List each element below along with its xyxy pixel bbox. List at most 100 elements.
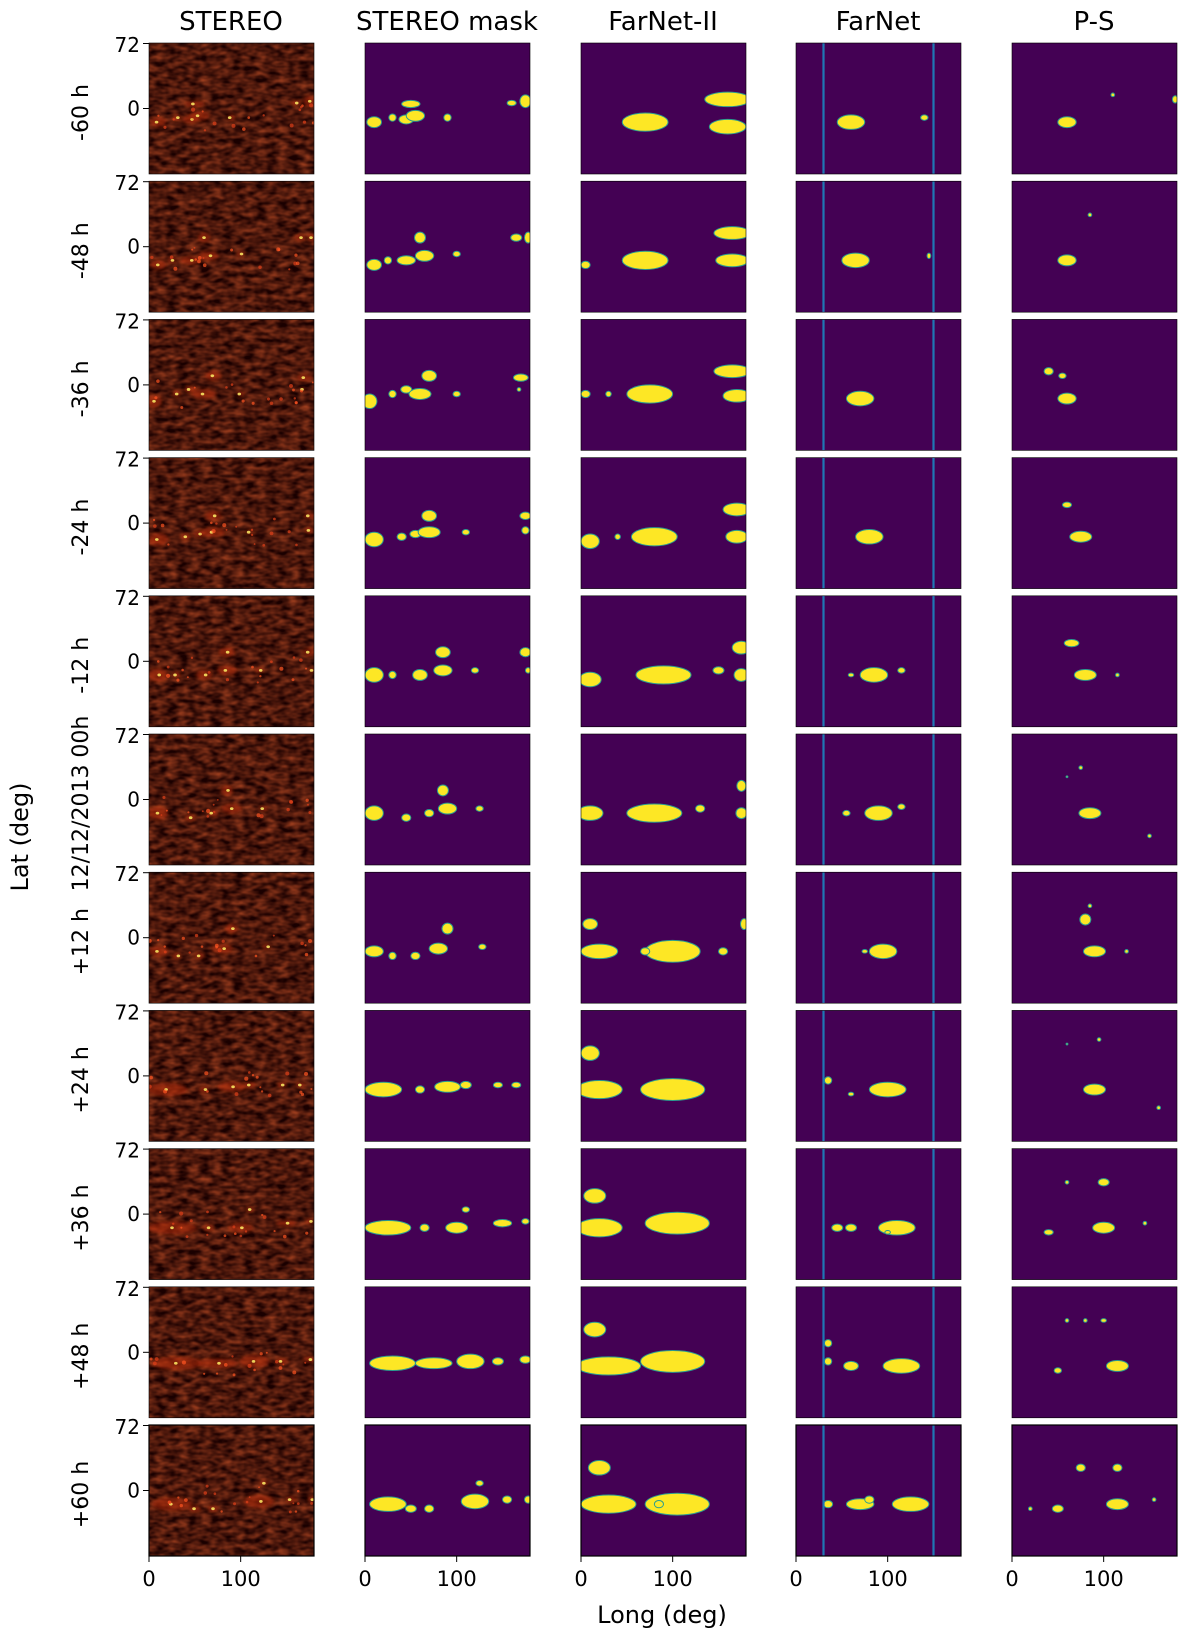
y-tick-label: 0 (127, 926, 140, 950)
panel-p-s-row-3 (1011, 457, 1178, 589)
mask-blob (365, 1219, 412, 1236)
mask-background (1012, 1425, 1177, 1556)
mask-blob (861, 949, 868, 954)
stereo-bright-point (208, 254, 213, 258)
x-tick-label: 100 (653, 1567, 693, 1591)
stereo-glint (247, 1363, 252, 1368)
stereo-glint (265, 1351, 268, 1354)
stereo-glint (214, 943, 219, 948)
stereo-glint (305, 1231, 309, 1235)
stereo-glint (285, 1071, 290, 1076)
y-axis-label: Lat (deg) (6, 782, 34, 891)
x-tick-label: 100 (437, 1567, 477, 1591)
stereo-glint (167, 1500, 172, 1505)
mask-blob (823, 1500, 834, 1509)
stereo-glint (292, 1370, 297, 1375)
mask-blob (847, 672, 855, 678)
stereo-glint (234, 1092, 239, 1096)
stereo-glint (232, 1373, 236, 1377)
stereo-glint (294, 401, 298, 405)
stereo-active-region (208, 809, 219, 817)
stereo-glint (304, 1071, 309, 1076)
stereo-glint (310, 1088, 313, 1091)
stereo-glint (299, 658, 303, 662)
stereo-glint (233, 1502, 237, 1506)
stereo-glint (279, 666, 284, 671)
mask-blob (1156, 1105, 1161, 1111)
panel-farnet-row-1 (795, 180, 962, 313)
panel-frame (364, 1148, 531, 1280)
mask-blob (847, 1091, 855, 1097)
x-tick-label: 0 (142, 1567, 155, 1591)
panel-frame (364, 42, 531, 175)
mask-background (581, 734, 746, 865)
stereo-glint (180, 1226, 183, 1229)
mask-blob (1079, 913, 1092, 926)
stereo-glint (279, 397, 283, 401)
stereo-bright-point (192, 1507, 196, 1511)
stereo-glint (248, 1496, 251, 1499)
stereo-bright-point (259, 1500, 263, 1503)
mask-blob (920, 114, 929, 121)
mask-blob (456, 1353, 485, 1370)
stereo-glint (206, 808, 211, 813)
mask-blob (644, 1211, 710, 1235)
mask-blob (521, 526, 530, 535)
mask-blob (519, 94, 530, 109)
stereo-bright-point (223, 668, 228, 672)
mask-background (796, 1286, 961, 1418)
mask-blob (401, 99, 421, 109)
panel-p-s-row-9 (1011, 1286, 1178, 1419)
panel-frame (364, 319, 531, 451)
mask-background (581, 595, 746, 727)
stereo-glint (154, 1357, 159, 1361)
x-tick-label: 100 (1084, 1567, 1124, 1591)
mask-background (365, 43, 530, 174)
stereo-bright-point (206, 1226, 211, 1230)
mask-blob (383, 256, 393, 265)
column-titles: STEREO STEREO mask FarNet-II FarNet P-S (179, 7, 1114, 37)
stereo-glint (295, 543, 298, 547)
mask-blob (414, 1085, 426, 1094)
stereo-glint (306, 803, 309, 806)
stereo-glint (157, 939, 160, 942)
panel-frame (364, 1286, 531, 1419)
mask-blob (1083, 945, 1106, 958)
mask-blob (445, 1221, 469, 1234)
mask-blob (736, 779, 746, 792)
stereo-bright-point (231, 927, 235, 931)
stereo-glint (251, 665, 254, 669)
mask-blob (441, 922, 454, 935)
mask-blob (581, 1356, 642, 1376)
panel-frame (795, 1424, 962, 1557)
mask-blob (436, 784, 449, 797)
panel-farnet-ii-row-8 (580, 1148, 747, 1280)
mask-background (365, 595, 530, 727)
y-tick-label: 0 (127, 97, 140, 121)
mask-blob (404, 1504, 417, 1513)
mask-background (796, 734, 961, 865)
stereo-active-region (189, 110, 210, 121)
mask-blob (644, 939, 701, 963)
stereo-bright-point (231, 1085, 235, 1089)
panel-frame (580, 319, 747, 451)
stereo-bright-point (183, 535, 188, 539)
stereo-glint (296, 1489, 300, 1493)
mask-blob (396, 532, 407, 541)
stereo-glint (166, 665, 170, 669)
stereo-bright-point (305, 650, 310, 654)
stereo-bright-point (237, 392, 242, 396)
mask-blob (583, 1188, 607, 1204)
stereo-glint (189, 1219, 193, 1223)
mask-blob (365, 805, 384, 821)
mask-blob (1087, 212, 1093, 218)
stereo-glint (292, 388, 295, 392)
mask-blob (581, 1218, 623, 1238)
panel-stereo-row-8 (148, 1148, 315, 1280)
stereo-glint (248, 1071, 251, 1074)
panel-frame (580, 1424, 747, 1557)
mask-blob (414, 231, 426, 244)
stereo-glint (207, 670, 211, 674)
stereo-glint (310, 1501, 314, 1505)
stereo-bright-point (227, 116, 232, 119)
